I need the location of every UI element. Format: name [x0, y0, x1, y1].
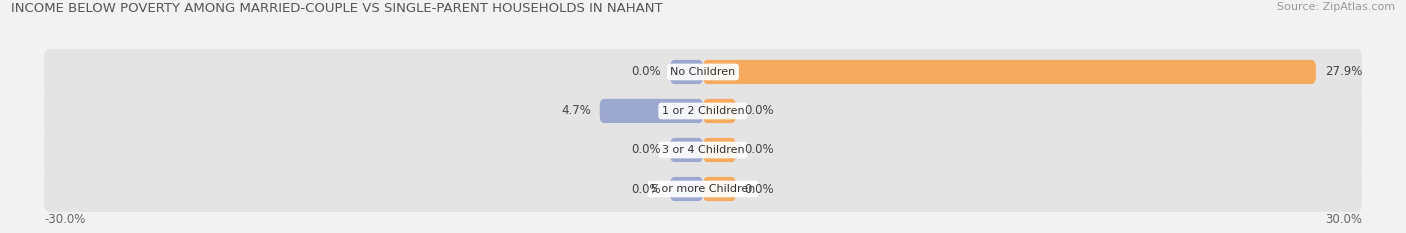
- Text: 4.7%: 4.7%: [561, 104, 591, 117]
- Text: 0.0%: 0.0%: [631, 65, 661, 79]
- Text: 0.0%: 0.0%: [745, 104, 775, 117]
- Text: 0.0%: 0.0%: [631, 182, 661, 195]
- FancyBboxPatch shape: [671, 60, 703, 84]
- Text: Source: ZipAtlas.com: Source: ZipAtlas.com: [1277, 2, 1395, 12]
- FancyBboxPatch shape: [703, 99, 735, 123]
- FancyBboxPatch shape: [671, 177, 703, 201]
- Text: 30.0%: 30.0%: [1324, 213, 1362, 226]
- FancyBboxPatch shape: [44, 127, 1362, 173]
- FancyBboxPatch shape: [600, 99, 703, 123]
- FancyBboxPatch shape: [703, 177, 735, 201]
- Text: INCOME BELOW POVERTY AMONG MARRIED-COUPLE VS SINGLE-PARENT HOUSEHOLDS IN NAHANT: INCOME BELOW POVERTY AMONG MARRIED-COUPL…: [11, 2, 662, 15]
- Text: 0.0%: 0.0%: [631, 144, 661, 157]
- Text: 5 or more Children: 5 or more Children: [651, 184, 755, 194]
- FancyBboxPatch shape: [44, 49, 1362, 95]
- FancyBboxPatch shape: [44, 88, 1362, 134]
- Text: -30.0%: -30.0%: [44, 213, 86, 226]
- Text: 27.9%: 27.9%: [1324, 65, 1362, 79]
- Text: 3 or 4 Children: 3 or 4 Children: [662, 145, 744, 155]
- Text: No Children: No Children: [671, 67, 735, 77]
- FancyBboxPatch shape: [703, 60, 1316, 84]
- FancyBboxPatch shape: [703, 138, 735, 162]
- Text: 0.0%: 0.0%: [745, 182, 775, 195]
- FancyBboxPatch shape: [671, 138, 703, 162]
- Text: 0.0%: 0.0%: [745, 144, 775, 157]
- FancyBboxPatch shape: [44, 166, 1362, 212]
- Text: 1 or 2 Children: 1 or 2 Children: [662, 106, 744, 116]
